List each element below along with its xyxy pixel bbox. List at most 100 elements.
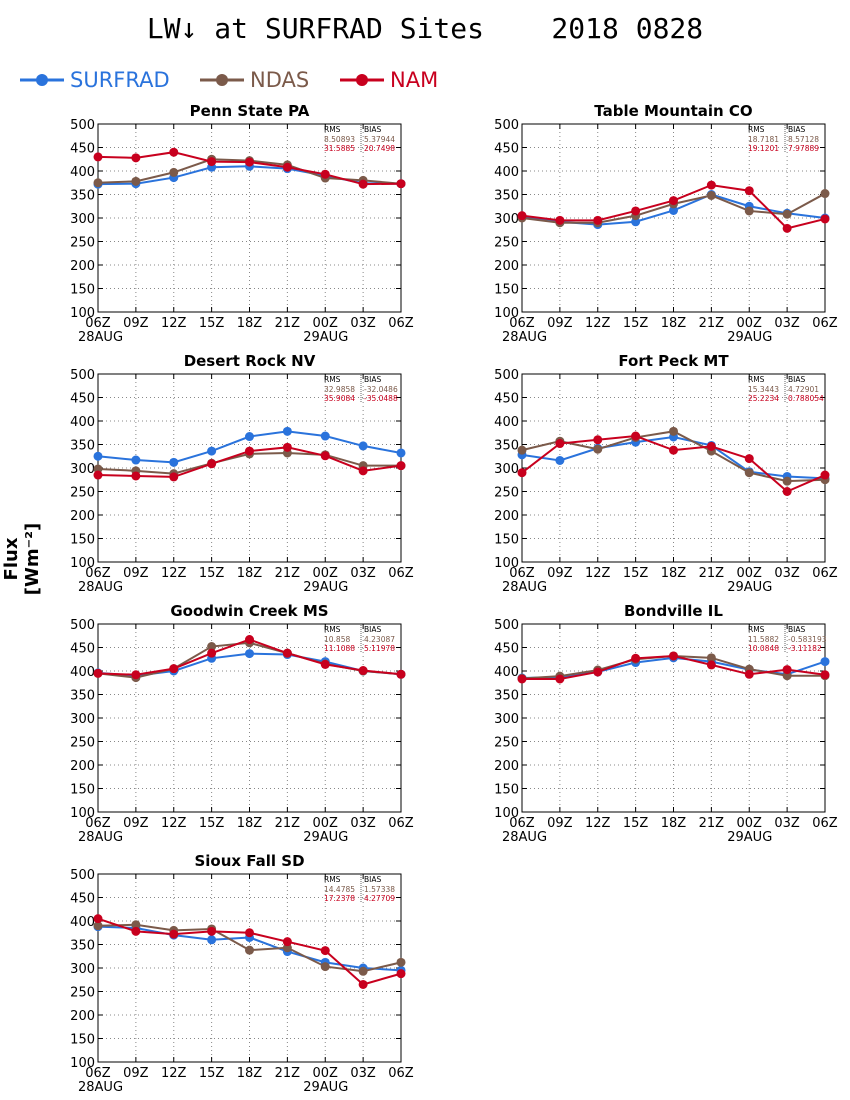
x-tick-label: 15Z [623,816,649,831]
data-point-surfrad [358,441,368,451]
data-point-ndas [669,426,678,436]
y-tick-label: 200 [70,1009,95,1024]
data-point-nam [131,153,141,163]
y-tick-label: 500 [70,618,95,633]
stats-rms-value: 8.50893 [324,135,355,144]
data-point-ndas [169,167,179,177]
y-tick-label: 300 [494,462,519,477]
data-point-nam [207,459,217,469]
data-point-nam [706,441,716,451]
y-tick-label: 450 [70,142,95,157]
stats-bias-value: -3.11182 [788,644,822,653]
date-label: 29AUG [727,330,772,345]
series-nam [517,651,830,684]
y-tick-label: 150 [494,783,519,798]
stats-bias-value: 5.11978 [364,644,395,653]
data-point-nam [320,451,330,461]
panel-penn-state-pa: Penn State PA 100 150 200 250 300 350 400 450 500… [70,102,414,345]
data-point-nam [555,439,565,449]
data-point-ndas [207,642,217,652]
x-tick-label: 18Z [661,316,687,331]
x-tick-label: 06Z [509,816,535,831]
date-label: 29AUG [303,330,348,345]
stats-rms-value: 19.1201 [748,144,779,153]
stats-header-bias: BIAS [364,375,381,384]
y-tick-label: 150 [70,1033,95,1048]
x-tick-label: 12Z [161,566,187,581]
stats-header-rms: RMS [748,125,765,134]
x-tick-label: 15Z [199,316,225,331]
x-tick-label: 03Z [774,816,800,831]
y-tick-label: 300 [70,962,95,977]
y-tick-label: 150 [494,533,519,548]
legend-label-nam: NAM [390,68,439,92]
data-point-ndas [706,653,716,663]
panel-bondville-il: Bondville IL 100 150 200 250 300 350 400 450 500 0… [494,602,838,845]
series-nam [93,635,406,680]
data-point-surfrad [207,446,217,456]
stats-rms-value: 15.3443 [748,385,779,394]
y-tick-label: 100 [494,556,519,571]
x-tick-label: 00Z [313,566,339,581]
data-point-ndas [93,178,103,188]
series-surfrad [517,432,830,483]
chart-title: LW↓ at SURFRAD Sites 2018 0828 [146,12,704,45]
data-point-nam [358,179,368,189]
data-point-nam [245,446,254,456]
y-tick-label: 350 [70,689,95,704]
x-tick-label: 21Z [275,1066,301,1081]
data-point-nam [207,157,217,167]
y-tick-label: 200 [70,509,95,524]
date-label: 28AUG [78,580,123,595]
series-surfrad [93,426,406,467]
x-tick-label: 06Z [85,1066,111,1081]
x-tick-label: 09Z [123,566,149,581]
stats-header-bias: BIAS [364,125,381,134]
x-tick-label: 18Z [237,566,263,581]
stats-rms-value: 17.2378 [324,894,355,903]
series-nam [517,431,830,496]
x-tick-label: 15Z [199,566,225,581]
y-tick-label: 250 [70,986,95,1001]
x-tick-label: 15Z [199,1066,225,1081]
y-tick-label: 350 [494,439,519,454]
data-point-surfrad [93,451,103,461]
data-point-nam [320,659,330,669]
panel-table-mountain-co: Table Mountain CO 100 150 200 250 300 350 400 45… [494,102,838,345]
y-tick-label: 500 [494,118,519,133]
y-tick-label: 300 [70,462,95,477]
y-tick-label: 250 [70,736,95,751]
data-point-nam [93,668,103,678]
y-tick-label: 100 [70,306,95,321]
legend-marker-nam [340,74,384,86]
date-label: 28AUG [502,580,547,595]
stats-header-rms: RMS [748,625,765,634]
data-point-nam [282,648,292,658]
series-nam [517,180,830,233]
x-tick-label: 09Z [123,1066,149,1081]
date-label: 29AUG [727,830,772,845]
y-tick-label: 250 [494,486,519,501]
stats-rms-value: 32.9858 [324,385,355,394]
y-tick-label: 100 [70,556,95,571]
stats-rms-value: 14.4785 [324,885,355,894]
stats-bias-value: 7.97889 [788,144,819,153]
x-tick-label: 21Z [275,316,301,331]
data-point-nam [93,470,103,480]
x-tick-label: 09Z [547,816,573,831]
stats-rms-value: 31.5885 [324,144,355,153]
data-point-ndas [396,957,406,967]
data-point-surfrad [282,426,292,436]
data-point-nam [358,979,368,989]
y-tick-label: 400 [494,165,519,180]
data-point-ndas [744,468,754,478]
y-tick-label: 200 [70,759,95,774]
x-tick-label: 12Z [585,816,611,831]
x-tick-label: 03Z [774,566,800,581]
x-tick-label: 21Z [699,566,725,581]
x-tick-label: 06Z [388,316,414,331]
y-tick-label: 200 [494,759,519,774]
panel-title: Bondville IL [624,602,723,620]
x-tick-label: 12Z [161,1066,187,1081]
